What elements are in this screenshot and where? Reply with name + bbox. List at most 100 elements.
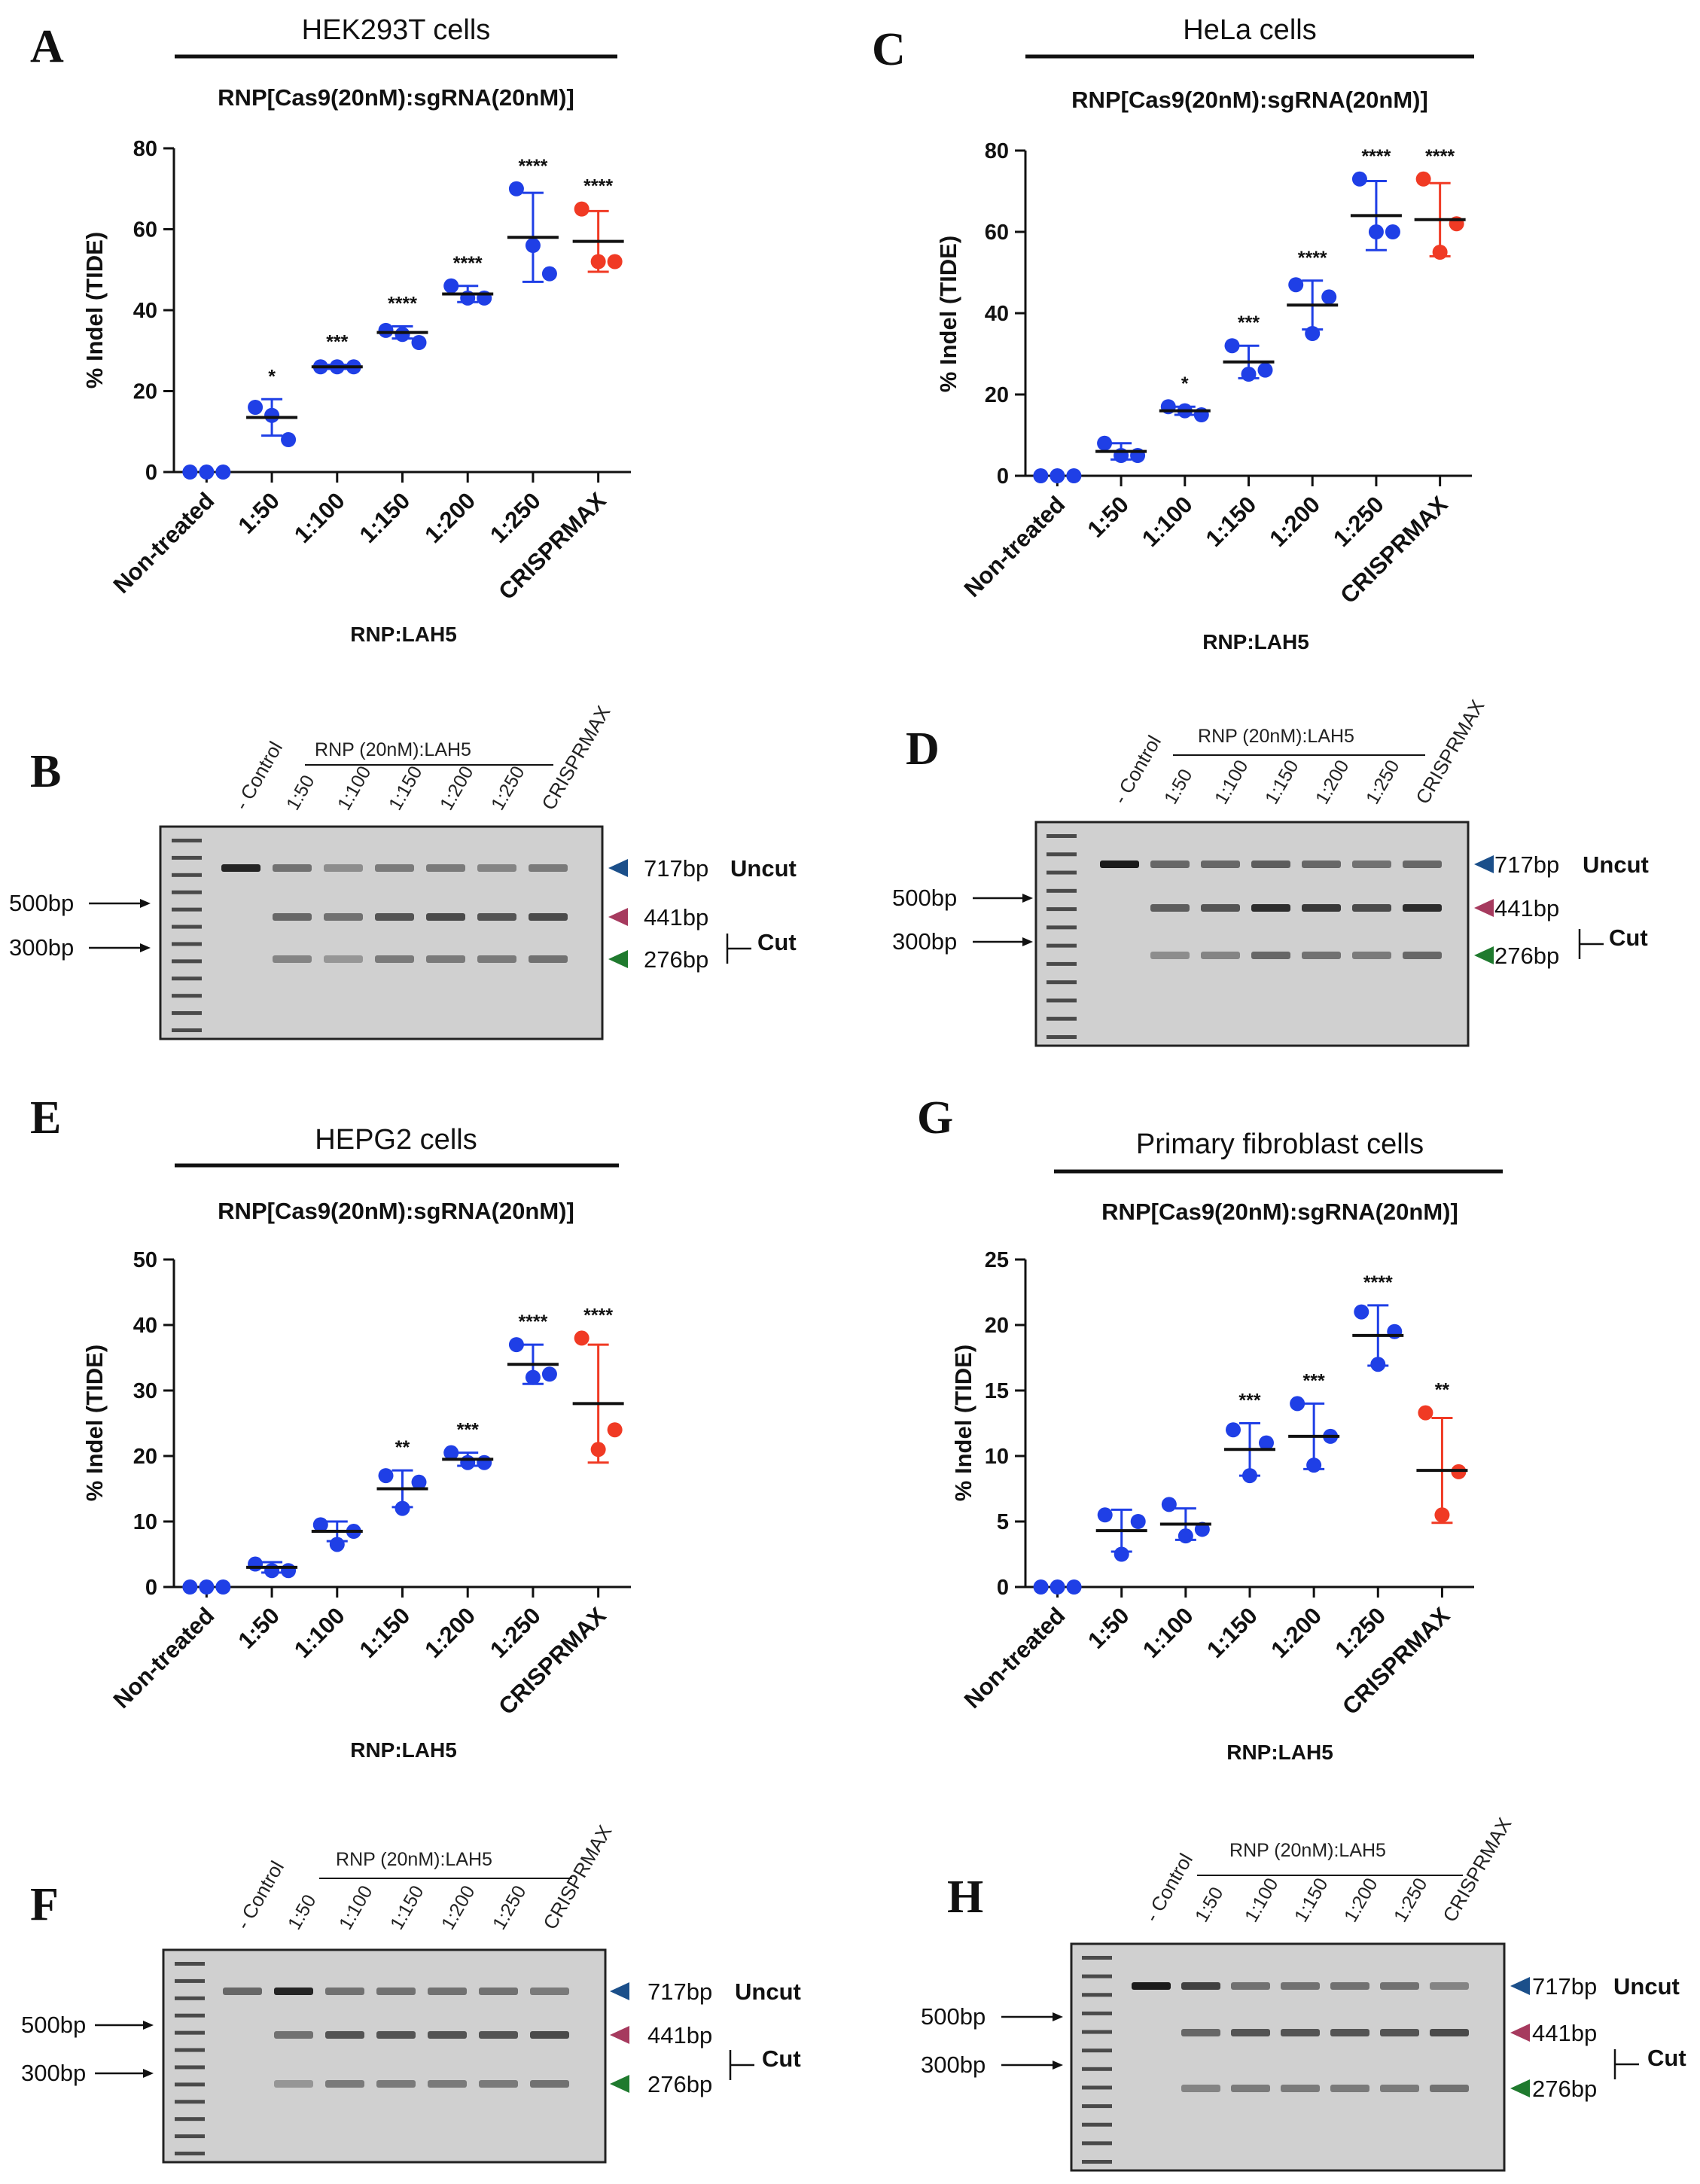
gel-band-276 bbox=[1302, 952, 1341, 959]
band-size-label: 276bp bbox=[644, 946, 708, 973]
lane-label: 1:250 bbox=[487, 763, 529, 814]
data-point bbox=[395, 327, 410, 343]
gel-band-276 bbox=[1403, 952, 1442, 959]
y-axis-label: % Indel (TIDE) bbox=[950, 1345, 976, 1501]
panel-letter-e: E bbox=[30, 1092, 61, 1144]
size-marker-label: 300bp bbox=[9, 934, 74, 961]
ladder-band bbox=[1082, 2067, 1112, 2071]
lane-label: 1:100 bbox=[335, 1882, 377, 1933]
data-point bbox=[1097, 1507, 1113, 1523]
lane-label: 1:100 bbox=[1241, 1875, 1283, 1926]
data-point bbox=[1259, 1435, 1274, 1451]
data-point bbox=[1178, 1528, 1193, 1544]
significance-label: **** bbox=[518, 156, 547, 177]
lane-label: - Control bbox=[231, 1857, 288, 1933]
panel-letter-f: F bbox=[30, 1879, 59, 1930]
chart-title: HEK293T cells bbox=[302, 14, 491, 46]
chart-subtitle: RNP[Cas9(20nM):sgRNA(20nM)] bbox=[218, 1198, 574, 1224]
y-tick-label: 60 bbox=[985, 221, 1009, 245]
lane-label: 1:150 bbox=[386, 1882, 428, 1933]
cut-label: Cut bbox=[1647, 2045, 1686, 2071]
gel-band-717 bbox=[1430, 1982, 1469, 1990]
gel-band-276 bbox=[1251, 952, 1290, 959]
significance-label: **** bbox=[1363, 1272, 1393, 1293]
x-category-label: 1:200 bbox=[1264, 491, 1325, 552]
ladder-band bbox=[1047, 998, 1077, 1003]
data-point bbox=[248, 1556, 264, 1572]
marker-arrowhead bbox=[1022, 894, 1033, 903]
y-axis-label: % Indel (TIDE) bbox=[81, 1345, 108, 1501]
gel-band-717 bbox=[1302, 861, 1341, 868]
gel-band-441 bbox=[426, 913, 465, 921]
y-tick-label: 10 bbox=[985, 1445, 1009, 1469]
panel-letter-c: C bbox=[872, 24, 906, 75]
ladder-band bbox=[175, 2117, 205, 2122]
data-point bbox=[1321, 289, 1337, 305]
gel-band-717 bbox=[530, 1988, 569, 1995]
size-marker-label: 300bp bbox=[892, 928, 957, 955]
chart-subtitle: RNP[Cas9(20nM):sgRNA(20nM)] bbox=[218, 84, 574, 111]
panel-letter-a: A bbox=[30, 21, 64, 72]
lane-label: 1:100 bbox=[334, 763, 376, 814]
cut-label: Cut bbox=[757, 929, 797, 955]
ladder-band bbox=[175, 1978, 205, 1983]
gel-band-276 bbox=[1330, 2085, 1369, 2092]
band-size-label: 276bp bbox=[1494, 943, 1559, 969]
ladder-band bbox=[172, 942, 202, 946]
band-pointer-717bp bbox=[1510, 1977, 1530, 1995]
x-category-label: 1:250 bbox=[1330, 1602, 1391, 1663]
ladder-band bbox=[175, 2048, 205, 2052]
marker-arrowhead bbox=[140, 899, 151, 908]
data-point bbox=[1114, 1546, 1129, 1562]
band-size-label: 441bp bbox=[1532, 2020, 1597, 2046]
gel-band-441 bbox=[1302, 904, 1341, 912]
y-tick-label: 5 bbox=[997, 1510, 1009, 1534]
gel-band-441 bbox=[325, 2031, 364, 2039]
gel-band-441 bbox=[1430, 2029, 1469, 2036]
x-category-label: Non-treated bbox=[108, 487, 220, 599]
lane-label: CRISPRMAX bbox=[1411, 696, 1488, 808]
gel-band-276 bbox=[428, 2080, 467, 2088]
lane-label: CRISPRMAX bbox=[538, 1821, 616, 1933]
gel-band-717 bbox=[426, 864, 465, 872]
gel-band-276 bbox=[1380, 2085, 1419, 2092]
marker-arrowhead bbox=[1053, 2012, 1063, 2021]
gel-band-717 bbox=[1403, 861, 1442, 868]
significance-label: ** bbox=[395, 1437, 410, 1458]
gel-band-276 bbox=[479, 2080, 518, 2088]
lane-group-label: RNP (20nM):LAH5 bbox=[336, 1849, 492, 1870]
lane-group-label: RNP (20nM):LAH5 bbox=[1229, 1840, 1386, 1861]
gel-band-717 bbox=[1281, 1982, 1320, 1990]
gel-band-717 bbox=[1100, 861, 1139, 868]
chart-title: HeLa cells bbox=[1183, 14, 1316, 46]
lane-group-label: RNP (20nM):LAH5 bbox=[315, 739, 471, 760]
ladder-band bbox=[1082, 2160, 1112, 2164]
size-marker-label: 500bp bbox=[9, 890, 74, 916]
y-tick-label: 0 bbox=[997, 1576, 1009, 1600]
chart-subtitle: RNP[Cas9(20nM):sgRNA(20nM)] bbox=[1071, 87, 1428, 113]
band-size-label: 717bp bbox=[1494, 851, 1559, 878]
y-tick-label: 80 bbox=[133, 137, 157, 161]
gel-band-717 bbox=[375, 864, 414, 872]
band-pointer-276bp bbox=[1510, 2079, 1530, 2097]
data-point bbox=[1050, 468, 1065, 483]
x-category-label: 1:100 bbox=[1138, 1602, 1199, 1663]
data-point bbox=[1305, 326, 1321, 341]
data-point bbox=[1241, 367, 1257, 382]
data-point bbox=[525, 238, 541, 253]
ladder-band bbox=[175, 2013, 205, 2018]
ladder-band bbox=[1047, 925, 1077, 930]
ladder-band bbox=[1047, 888, 1077, 893]
gel-band-276 bbox=[325, 2080, 364, 2088]
cut-label: Cut bbox=[1609, 924, 1648, 951]
x-category-label: 1:50 bbox=[1082, 491, 1134, 543]
gel-band-717 bbox=[1352, 861, 1391, 868]
gel-band-441 bbox=[1352, 904, 1391, 912]
gel-band-441 bbox=[1181, 2029, 1220, 2036]
ladder-band bbox=[1082, 2011, 1112, 2015]
data-point bbox=[264, 407, 280, 423]
chart-title: HEPG2 cells bbox=[315, 1124, 477, 1156]
band-pointer-717bp bbox=[608, 859, 628, 877]
y-tick-label: 0 bbox=[145, 1576, 157, 1600]
